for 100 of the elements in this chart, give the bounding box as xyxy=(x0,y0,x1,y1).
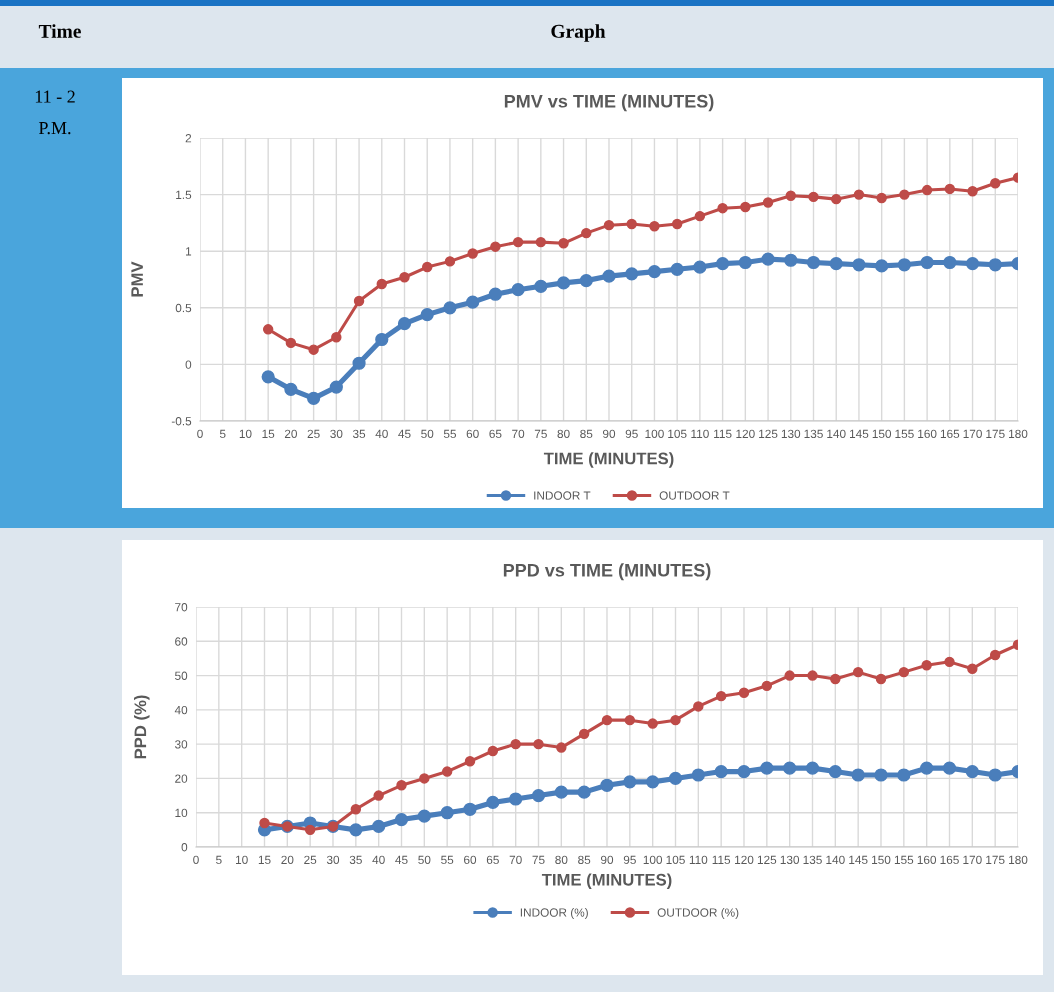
x-tick-label: 40 xyxy=(372,855,385,864)
x-tick-label: 55 xyxy=(443,429,457,438)
x-tick-label: 80 xyxy=(557,429,570,438)
y-tick-label: 2 xyxy=(185,134,192,143)
x-tick-label: 90 xyxy=(600,855,614,864)
x-tick-label: 95 xyxy=(625,429,638,438)
x-tick-label: 85 xyxy=(580,429,593,438)
x-tick-label: 175 xyxy=(986,855,1005,864)
x-tick-label: 110 xyxy=(691,429,709,438)
x-tick-label: 75 xyxy=(532,855,545,864)
x-tick-label: 145 xyxy=(850,429,869,438)
x-tick-label: 160 xyxy=(917,855,937,864)
y-tick-label: -0.5 xyxy=(171,417,192,426)
x-tick-label: 25 xyxy=(304,855,317,864)
x-axis-title: TIME (MINUTES) xyxy=(543,452,674,468)
x-tick-label: 35 xyxy=(349,855,362,864)
x-tick-label: 165 xyxy=(940,855,959,864)
x-tick-label: 105 xyxy=(668,429,687,438)
x-tick-label: 85 xyxy=(578,855,591,864)
legend-label: OUTDOOR (%) xyxy=(657,908,739,920)
x-axis-title: TIME (MINUTES) xyxy=(541,873,672,889)
x-tick-label: 115 xyxy=(712,855,731,864)
x-tick-label: 40 xyxy=(375,429,388,438)
x-tick-label: 25 xyxy=(307,429,320,438)
x-tick-label: 95 xyxy=(623,855,636,864)
x-tick-label: 120 xyxy=(736,429,755,438)
y-tick-label: 0 xyxy=(181,843,188,852)
x-tick-label: 80 xyxy=(555,855,568,864)
y-axis-title: PMV xyxy=(131,261,143,297)
legend-label: INDOOR T xyxy=(534,491,591,500)
x-tick-label: 60 xyxy=(464,855,477,864)
y-tick-label: 0 xyxy=(185,360,192,369)
text: 11 - 2 P.M. xyxy=(35,90,75,135)
y-tick-label: 30 xyxy=(174,740,188,749)
x-tick-label: 30 xyxy=(326,855,340,864)
x-tick-label: 150 xyxy=(872,855,891,864)
x-tick-label: 60 xyxy=(466,429,479,438)
x-tick-label: 0 xyxy=(193,855,199,864)
x-tick-label: 20 xyxy=(284,429,297,438)
x-tick-label: 90 xyxy=(602,429,616,438)
x-tick-label: 110 xyxy=(689,855,708,864)
x-tick-label: 75 xyxy=(534,429,547,438)
x-tick-label: 120 xyxy=(735,855,754,864)
x-tick-label: 150 xyxy=(872,429,892,438)
y-tick-label: 60 xyxy=(175,637,188,646)
x-tick-label: 100 xyxy=(645,429,664,438)
x-tick-label: 115 xyxy=(714,429,732,438)
y-axis-title: PPD (%) xyxy=(134,695,150,759)
x-tick-label: 125 xyxy=(759,429,778,438)
legend-label: INDOOR (%) xyxy=(520,908,588,920)
x-tick-label: 65 xyxy=(486,855,499,864)
x-tick-label: 155 xyxy=(894,855,914,864)
x-tick-label: 70 xyxy=(509,855,522,864)
x-tick-label: 130 xyxy=(780,855,800,864)
x-tick-label: 45 xyxy=(398,429,411,438)
x-tick-label: 160 xyxy=(918,429,937,438)
x-tick-label: 155 xyxy=(895,429,914,438)
text: Time xyxy=(38,24,81,38)
chart-title: PMV vs TIME (MINUTES) xyxy=(504,94,714,112)
x-tick-label: 170 xyxy=(963,855,982,864)
x-tick-label: 100 xyxy=(643,855,663,864)
x-tick-label: 15 xyxy=(258,855,271,864)
x-tick-label: 135 xyxy=(804,429,823,438)
x-tick-label: 130 xyxy=(781,429,801,438)
x-tick-label: 50 xyxy=(418,855,431,864)
x-tick-label: 105 xyxy=(666,855,685,864)
x-tick-label: 55 xyxy=(441,855,454,864)
x-tick-label: 5 xyxy=(219,429,226,438)
x-tick-label: 10 xyxy=(236,855,248,864)
x-tick-label: 50 xyxy=(421,429,434,438)
x-tick-label: 20 xyxy=(281,855,294,864)
chart-title: PPD vs TIME (MINUTES) xyxy=(503,563,711,581)
y-tick-label: 1 xyxy=(186,247,192,256)
x-tick-label: 65 xyxy=(489,429,502,438)
x-tick-label: 30 xyxy=(330,429,343,438)
x-tick-label: 15 xyxy=(262,429,275,438)
y-tick-label: 40 xyxy=(174,705,188,715)
x-tick-label: 70 xyxy=(512,429,525,438)
y-tick-label: 1.5 xyxy=(176,190,192,199)
y-tick-label: 20 xyxy=(175,774,188,783)
x-tick-label: 140 xyxy=(827,429,846,438)
x-tick-label: 140 xyxy=(826,855,845,864)
x-tick-label: 125 xyxy=(757,855,777,864)
legend-label: OUTDOOR T xyxy=(659,491,730,500)
x-tick-label: 165 xyxy=(940,429,960,438)
x-tick-label: 135 xyxy=(803,855,822,864)
x-tick-label: 5 xyxy=(216,855,222,864)
x-tick-label: 10 xyxy=(239,429,252,438)
x-tick-label: 35 xyxy=(352,429,366,438)
text: Graph xyxy=(551,24,606,42)
x-tick-label: 180 xyxy=(1009,429,1028,438)
x-tick-label: 145 xyxy=(849,855,868,864)
y-tick-label: 10 xyxy=(175,808,188,818)
x-tick-label: 45 xyxy=(395,855,408,864)
x-tick-label: 170 xyxy=(963,429,982,438)
x-tick-label: 175 xyxy=(986,429,1005,438)
x-tick-label: 180 xyxy=(1009,855,1028,864)
y-tick-label: 0.5 xyxy=(175,303,192,313)
x-tick-label: 0 xyxy=(197,429,203,438)
y-tick-label: 70 xyxy=(175,603,188,612)
